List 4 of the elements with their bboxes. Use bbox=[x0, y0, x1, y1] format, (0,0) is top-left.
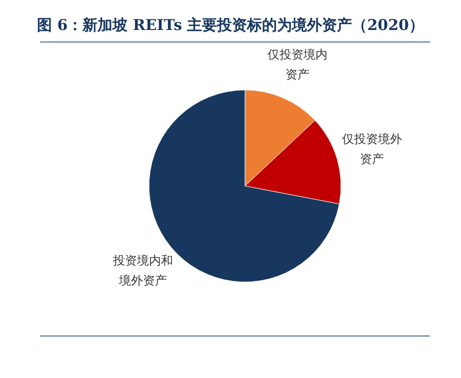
slice-label: 仅投资境外资产 bbox=[342, 132, 402, 166]
chart-title: 图 6：新加坡 REITs 主要投资标的为境外资产（2020） bbox=[37, 16, 424, 34]
slice-label: 仅投资境内资产 bbox=[268, 47, 328, 82]
slice-label: 投资境内和境外资产 bbox=[112, 253, 173, 288]
